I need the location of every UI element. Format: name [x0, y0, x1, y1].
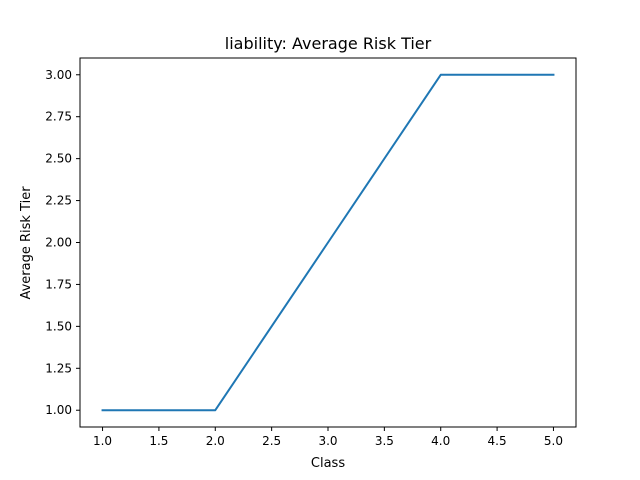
x-tick-label: 2.0 [206, 434, 225, 448]
chart-title: liability: Average Risk Tier [225, 34, 432, 53]
series-line [101, 73, 555, 412]
x-axis-label: Class [311, 456, 345, 471]
plot-frame [79, 57, 577, 428]
x-axis-ticks: 1.0 1.5 2.0 2.5 3.0 3.5 4.0 4.5 5.0 [93, 427, 563, 448]
y-axis-ticks: 1.00 1.25 1.50 1.75 2.00 2.25 2.50 2.75 3.00 [45, 68, 80, 417]
x-tick-label: 3.5 [375, 434, 394, 448]
x-tick-label: 5.0 [544, 434, 563, 448]
y-tick-label: 1.25 [45, 361, 72, 375]
x-tick-label: 2.5 [262, 434, 281, 448]
y-tick-label: 3.00 [45, 68, 72, 82]
y-tick-label: 2.50 [45, 152, 72, 166]
x-tick-label: 1.0 [93, 434, 112, 448]
y-axis-label: Average Risk Tier [19, 186, 34, 300]
y-tick-label: 2.75 [45, 110, 72, 124]
x-tick-label: 4.0 [431, 434, 450, 448]
y-tick-label: 2.00 [45, 236, 72, 250]
x-tick-label: 3.0 [318, 434, 337, 448]
y-tick-label: 1.75 [45, 277, 72, 291]
y-tick-label: 1.50 [45, 319, 72, 333]
y-tick-label: 1.00 [45, 403, 72, 417]
x-tick-label: 4.5 [488, 434, 507, 448]
y-tick-label: 2.25 [45, 194, 72, 208]
plot-area [101, 73, 555, 412]
x-tick-label: 1.5 [149, 434, 168, 448]
